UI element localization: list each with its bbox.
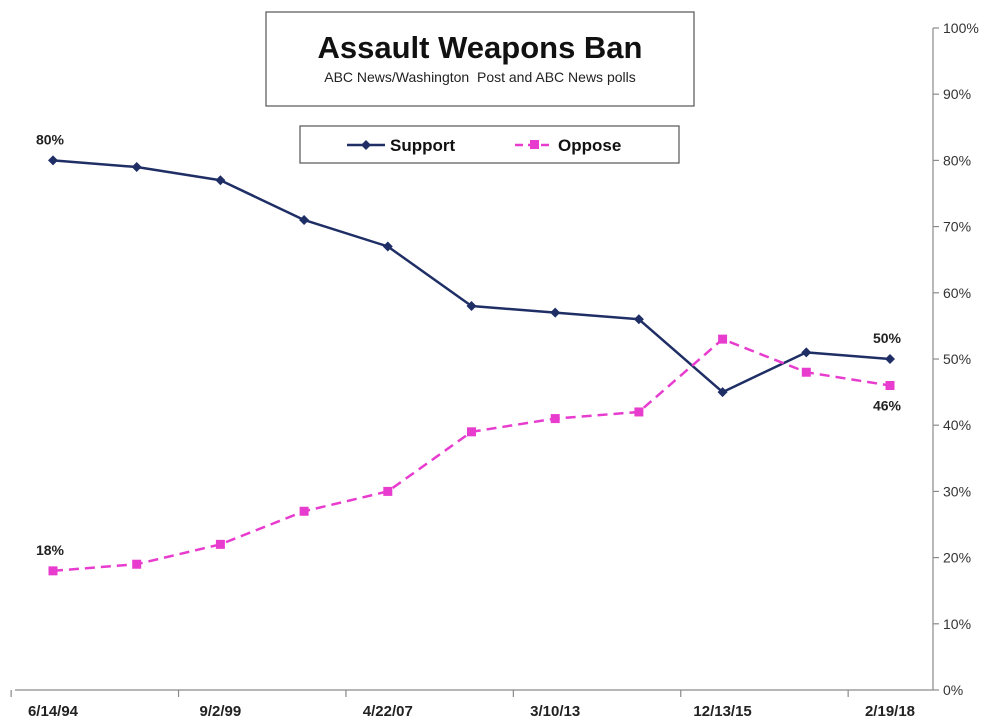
y-tick-label: 30% xyxy=(943,483,971,499)
y-tick-label: 0% xyxy=(943,682,963,698)
y-ticks: 0% 10% 20% 30% 40% 50% 60% 70% 80% 90% 100% xyxy=(933,20,979,698)
x-ticks: 6/14/94 9/2/99 4/22/07 3/10/13 12/13/15 2/19/… xyxy=(10,690,915,720)
support-line xyxy=(52,159,891,394)
y-tick-label: 40% xyxy=(943,417,971,433)
y-tick-label: 90% xyxy=(943,86,971,102)
x-tick-label: 2/19/18 xyxy=(865,703,915,720)
y-tick-label: 20% xyxy=(943,550,971,566)
y-tick-label: 80% xyxy=(943,152,971,168)
data-label: 80% xyxy=(36,131,65,147)
oppose-point xyxy=(467,427,476,437)
oppose-point xyxy=(132,559,142,569)
oppose-point xyxy=(299,506,309,516)
support-point xyxy=(48,155,58,166)
chart-title: Assault Weapons Ban xyxy=(317,30,642,65)
oppose-point xyxy=(885,380,895,390)
x-tick-label: 12/13/15 xyxy=(693,703,751,720)
data-label: 18% xyxy=(36,542,65,558)
oppose-point xyxy=(634,407,644,417)
legend: Support Oppose xyxy=(299,125,680,164)
legend-oppose-label: Oppose xyxy=(558,136,621,155)
y-tick-label: 10% xyxy=(943,616,971,632)
support-point xyxy=(801,347,812,358)
support-point xyxy=(466,301,477,312)
oppose-point xyxy=(215,539,225,549)
x-tick-label: 6/14/94 xyxy=(28,703,79,720)
data-label: 50% xyxy=(873,330,902,346)
y-tick-label: 50% xyxy=(943,351,971,367)
support-point xyxy=(299,214,310,225)
support-point xyxy=(382,241,393,252)
title-box xyxy=(265,11,695,107)
oppose-point xyxy=(550,414,560,424)
x-tick-label: 3/10/13 xyxy=(530,703,580,720)
oppose-point xyxy=(801,367,811,377)
x-tick-label: 4/22/07 xyxy=(363,703,413,720)
chart-subtitle: ABC News/Washington Post and ABC News po… xyxy=(324,69,636,85)
support-point xyxy=(885,354,895,364)
support-point xyxy=(131,162,142,173)
data-label: 46% xyxy=(873,397,902,413)
data-labels: 80% 18% 50% 46% xyxy=(36,131,902,557)
support-point xyxy=(717,387,728,398)
legend-support-marker xyxy=(361,140,371,150)
oppose-line xyxy=(52,337,891,573)
y-tick-label: 100% xyxy=(943,20,979,36)
y-tick-label: 70% xyxy=(943,219,971,235)
x-tick-label: 9/2/99 xyxy=(200,703,242,720)
support-point xyxy=(550,307,561,318)
support-point xyxy=(215,175,226,186)
oppose-point xyxy=(48,566,58,576)
y-tick-label: 60% xyxy=(943,285,971,301)
series-layer xyxy=(48,155,895,576)
oppose-point xyxy=(383,486,393,496)
title-block: Assault Weapons Ban ABC News/Washington … xyxy=(265,11,695,107)
oppose-point xyxy=(718,334,728,344)
support-point xyxy=(633,314,644,325)
legend-support-label: Support xyxy=(390,136,455,155)
legend-oppose-marker xyxy=(530,140,539,149)
